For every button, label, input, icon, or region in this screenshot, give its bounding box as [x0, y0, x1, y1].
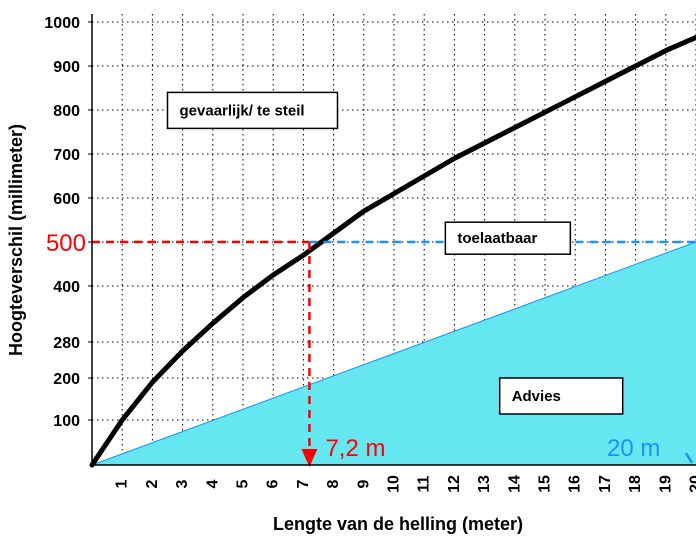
- advies-area-edge: [91, 241, 696, 466]
- y-tick-label: 700: [53, 147, 80, 164]
- reference-lines: [92, 240, 696, 467]
- red-x-annotation: 7,2 m: [325, 435, 385, 462]
- axes: [88, 14, 696, 466]
- x-tick-label: 5: [235, 479, 252, 488]
- x-tick-label: 1: [114, 479, 131, 488]
- x-tick-label: 7: [295, 479, 312, 488]
- x-tick-label: 14: [506, 475, 523, 493]
- curve-series: [89, 34, 696, 468]
- blue-arrow-mark: [684, 452, 694, 464]
- region-box: [444, 221, 572, 255]
- x-tick-label: 2: [144, 479, 161, 488]
- x-tick-label: 20: [688, 475, 696, 493]
- y-tick-label: 280: [53, 335, 80, 352]
- y-tick-label: 1000: [44, 15, 80, 32]
- y-tick-label: 200: [53, 371, 80, 388]
- y-tick-label: 800: [53, 103, 80, 120]
- y-tick-label: 100: [53, 413, 80, 430]
- region-box: [166, 91, 339, 130]
- x-tick-label: 9: [355, 479, 372, 488]
- x-tick-label: 17: [597, 475, 614, 493]
- curve-line: [89, 34, 696, 468]
- y-tick-label: 900: [53, 59, 80, 76]
- annotations: 500 7,2 m 20 m: [46, 230, 660, 462]
- x-tick-label: 16: [567, 475, 584, 493]
- x-tick-label: 12: [446, 475, 463, 493]
- x-tick-label: 15: [537, 475, 554, 493]
- x-tick-label: 11: [416, 475, 433, 492]
- x-tick-label: 3: [174, 479, 191, 488]
- x-tick-label: 10: [386, 475, 403, 493]
- x-tick-label: 4: [204, 479, 221, 488]
- region-label: Advies: [512, 388, 561, 405]
- region-label: toelaatbaar: [457, 230, 537, 247]
- x-tick-label: 13: [476, 475, 493, 493]
- y-tick-label: 400: [53, 279, 80, 296]
- region-label: gevaarlijk/ te steil: [180, 102, 305, 119]
- y-axis-title: Hoogteverschil (millimeter): [6, 124, 26, 356]
- red-y-annotation: 500: [46, 230, 86, 257]
- region-labels: gevaarlijk/ te steil toelaatbaar Advies: [166, 91, 624, 415]
- blue-x-annotation: 20 m: [607, 435, 660, 462]
- x-tick-label: 6: [265, 479, 282, 488]
- region-box: [498, 377, 624, 415]
- x-tick-label: 18: [627, 475, 644, 493]
- red-arrow-head: [301, 449, 318, 467]
- x-tick-label: 19: [657, 475, 674, 493]
- x-axis-title: Lengte van de helling (meter): [273, 514, 523, 534]
- x-tick-label: 8: [325, 479, 342, 488]
- y-tick-label: 600: [53, 191, 80, 208]
